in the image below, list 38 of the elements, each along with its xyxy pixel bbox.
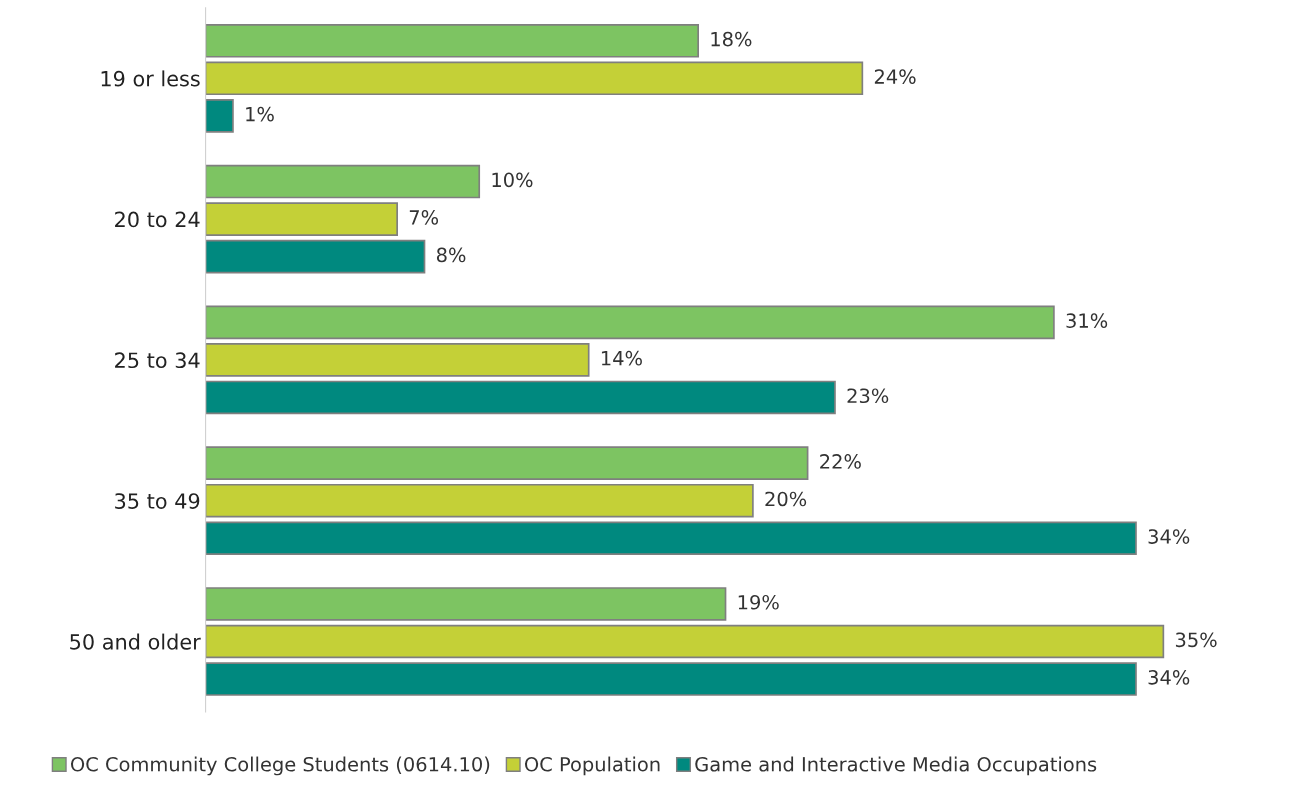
data-label: 35% [1175,632,1217,648]
bar [205,380,836,415]
data-label: 1% [246,106,274,122]
bar [205,164,481,199]
legend-label: Game and Interactive Media Occupations [695,756,1097,776]
data-label: 34% [1148,669,1190,685]
bar [205,61,864,96]
data-label: 20% [765,491,807,507]
data-label: 31% [1066,313,1108,328]
data-label: 18% [711,31,752,47]
bar [205,99,234,133]
y-tick-label: 35 to 49 [115,493,200,509]
y-tick-label: 19 or less [101,70,200,87]
y-tick-label: 25 to 34 [115,352,200,369]
y-tick-label: 50 and older [70,633,201,650]
data-label: 19% [738,594,779,610]
y-tick-label: 20 to 24 [115,211,200,228]
bar [205,23,699,58]
bar [205,446,809,480]
bar [205,662,1137,696]
data-label: 23% [847,388,889,404]
bar [205,239,426,274]
data-label: 7% [409,210,439,225]
bar [205,624,1165,659]
data-label: 8% [436,247,466,263]
legend-label: OC Population [525,756,660,776]
bar [205,521,1137,556]
data-label: 14% [601,350,642,366]
bar [205,587,727,621]
data-label: 34% [1148,529,1190,544]
bar [205,343,590,377]
data-label: 22% [820,454,861,469]
bar [205,305,1055,340]
data-label: 10% [492,172,533,188]
bar [205,202,398,236]
bar [205,483,754,518]
data-label: 24% [874,69,916,84]
legend-label: OC Community College Students (0614.10) [71,756,490,776]
